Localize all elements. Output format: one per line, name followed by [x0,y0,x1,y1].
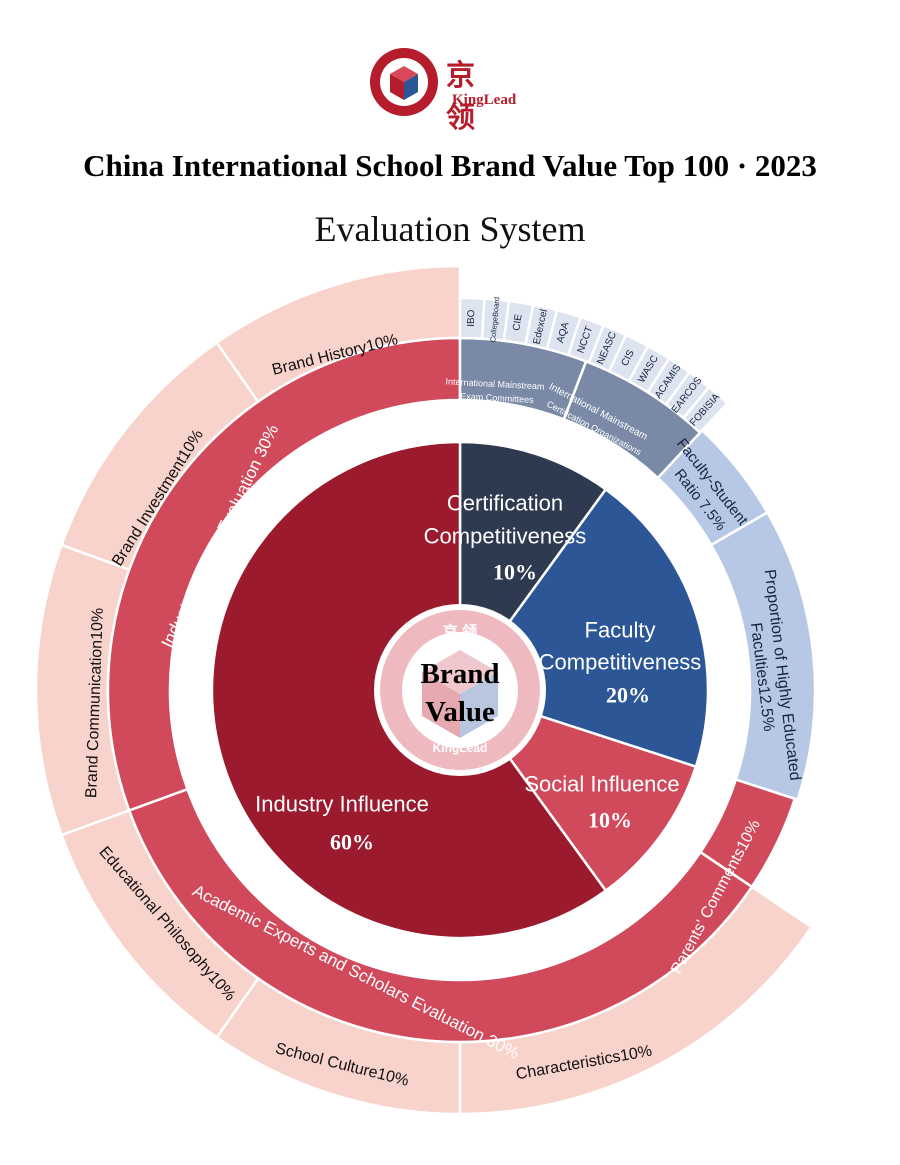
middle-sector-academic-experts [127,787,754,1044]
center-brand-text: Brand [421,658,500,690]
core-label-faculty-line1: Faculty [585,618,656,643]
core-label-industry: Industry Influence [255,792,429,817]
core-label-certification-line1: Certification [447,491,563,516]
core-label-social: Social Influence [524,772,679,797]
kinglead-emblem [370,48,438,116]
logo-english-name: KingLead [452,92,517,108]
page-subtitle: Evaluation System [314,209,586,249]
core-label-faculty-line2: Competitiveness [539,650,702,675]
org-label-collegeboard: CollegeBoard [488,297,501,343]
center-watermark-english: KingLead [433,741,488,755]
page-title: China International School Brand Value T… [83,148,817,183]
org-label-cie: CIE [511,313,525,332]
logo-chinese-name: 京 领 [446,58,488,134]
core-percent-social: 10% [588,808,632,833]
outer-label-brand-communication: Brand Communication10% [83,608,107,799]
core-percent-industry: 60% [330,830,374,855]
core-percent-certification: 10% [493,560,537,585]
ring-layer [34,264,817,1116]
core-percent-faculty: 20% [606,683,650,708]
center-value-text: Value [425,696,495,728]
org-label-ibo: IBO [466,309,478,327]
kinglead-logo: 京 领 KingLead [368,44,538,134]
center-cube-left [422,672,460,738]
center-watermark-chinese: 京 领 [443,623,477,641]
core-label-certification-line2: Competitiveness [424,524,587,549]
center-cube-right [460,672,498,738]
org-box-fobisia [681,385,730,435]
middle-label-exam-committees-line2: Exam Committees [460,391,534,405]
